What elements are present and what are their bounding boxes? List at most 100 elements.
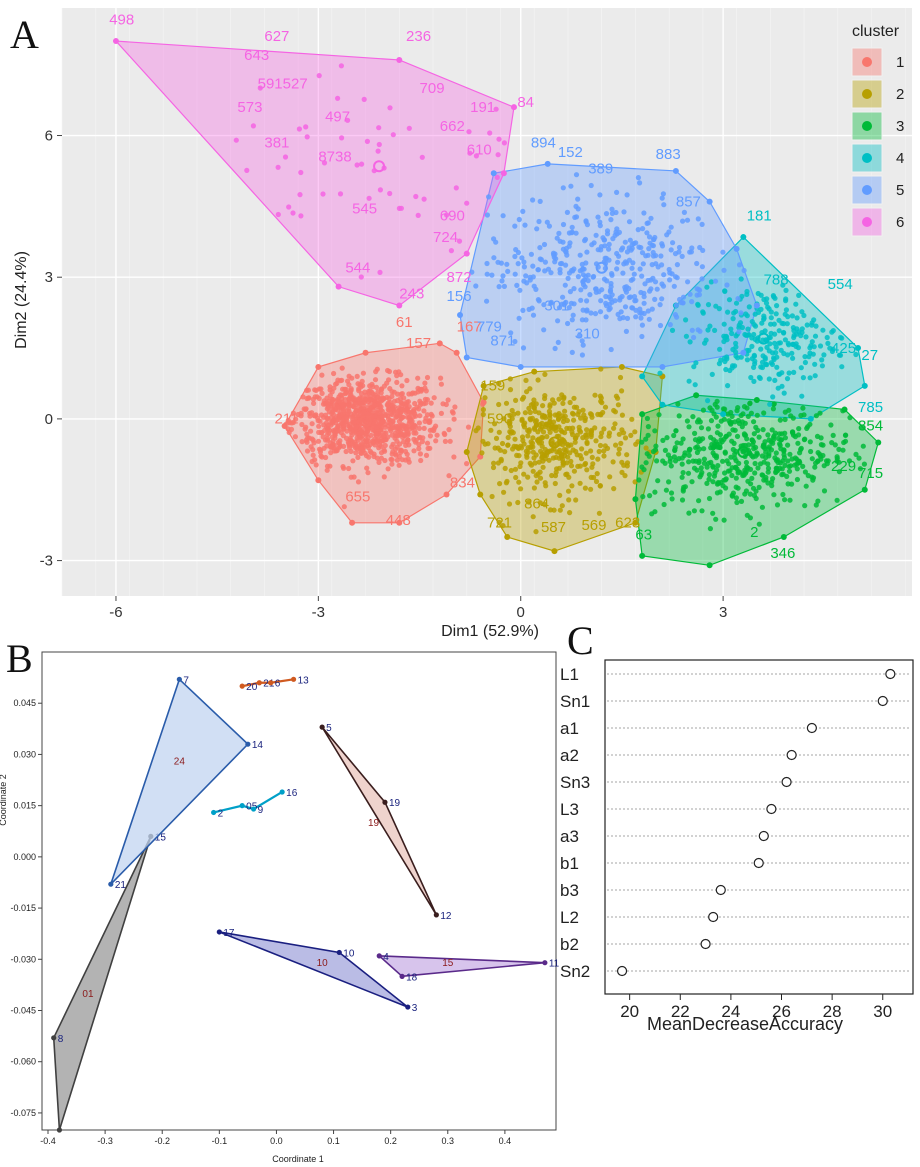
data-point [381,396,387,402]
data-point [560,437,567,443]
data-point [423,452,430,458]
data-point [743,468,749,474]
y-tick-label: 0.030 [13,749,36,759]
data-point [771,321,777,327]
data-point [731,310,737,316]
data-point [560,400,566,406]
data-point [557,266,563,273]
data-point [570,312,576,318]
data-point [390,132,396,138]
plot-a-ylabel: Dim2 (24.4%) [13,251,30,349]
data-point [244,167,250,173]
data-point [500,273,506,279]
data-point [751,378,757,384]
data-point [385,466,391,472]
data-point [748,481,754,487]
data-point [649,242,655,248]
data-point [795,440,801,446]
data-point [699,469,705,476]
data-point [416,420,422,426]
data-point [681,452,688,458]
cluster-vertex-point [349,519,356,526]
data-point [340,403,346,409]
data-point [522,410,529,416]
data-point [635,227,641,233]
data-point [531,485,538,491]
data-point [689,479,695,485]
data-point [714,467,720,473]
data-point [817,410,823,416]
data-point [776,340,782,346]
data-point [353,450,359,456]
data-point [505,268,511,274]
sample-point [245,741,251,747]
data-point [794,466,800,472]
data-point [608,217,614,223]
data-point [646,453,652,459]
data-point [861,461,868,467]
data-point [747,466,754,472]
data-point [785,458,791,464]
data-point [660,458,666,464]
data-point [768,309,774,315]
data-point [427,433,433,439]
panel-label-c: C [567,618,594,663]
x-tick-label: -0.3 [97,1136,113,1146]
data-point [701,460,707,466]
data-point [569,229,575,235]
data-point [695,327,701,333]
data-point [614,266,620,272]
data-point [603,314,609,320]
data-point [859,425,866,431]
data-point [337,443,343,449]
data-point [526,499,532,505]
data-point [582,485,589,491]
plot-a-axes: -6 -3 0 3 -3 0 3 6 [40,128,728,621]
data-point [516,479,522,485]
cluster-vertex-point [443,491,450,498]
data-point [530,312,537,318]
y-tick-label: -0.015 [10,903,36,913]
data-point [399,400,405,406]
data-point [510,430,516,436]
data-point [371,397,378,403]
data-point [644,220,650,226]
data-point [619,469,625,475]
sample-label: 16 [286,788,298,799]
data-point [671,432,677,439]
data-point [657,370,663,376]
data-point [488,427,494,433]
data-point [632,429,638,435]
data-point [676,413,682,419]
sample-point [56,1127,63,1133]
data-point [525,449,531,455]
data-point [763,361,769,367]
data-point [339,396,345,402]
data-point [776,371,783,377]
data-point [704,284,710,290]
cluster-vertex-point [753,302,760,309]
data-point [537,475,544,481]
data-point [629,265,635,271]
data-point [473,283,479,289]
data-point [733,495,740,501]
data-point [576,409,582,415]
variable-label: L1 [560,665,579,684]
data-point [771,492,777,498]
variable-label: L3 [560,800,579,819]
data-point [761,459,767,465]
data-point [809,456,815,462]
data-point [601,453,607,459]
data-point [615,395,621,401]
data-point [752,470,758,476]
data-point [310,396,316,402]
data-point [762,355,768,361]
group-polygon [321,726,438,916]
data-point [496,429,502,435]
data-point [419,439,425,445]
x-tick-label: -0.1 [212,1136,228,1146]
data-point [493,435,500,441]
data-point [607,287,614,293]
data-point [721,416,727,422]
point-label: 211 [275,411,299,428]
